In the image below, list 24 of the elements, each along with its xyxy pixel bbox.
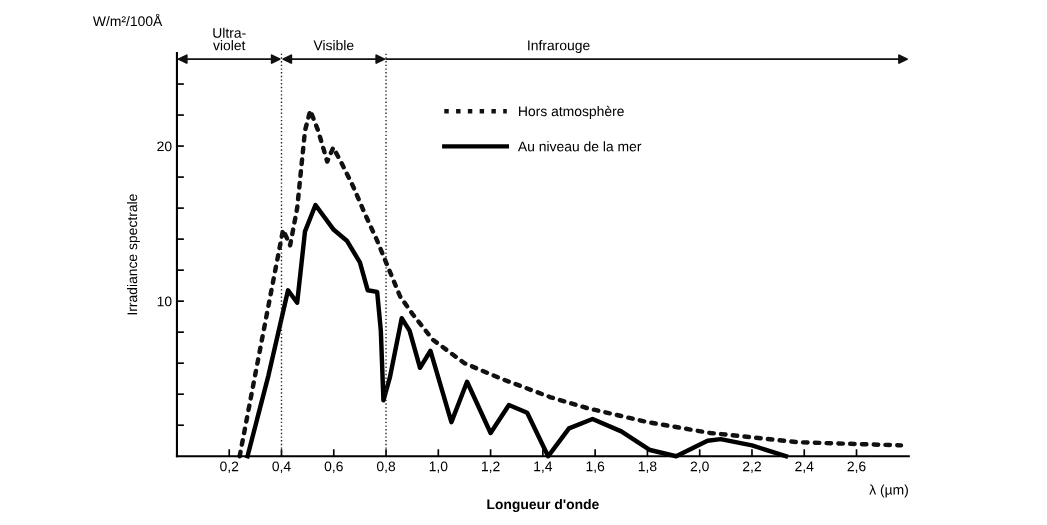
text: λ (µm) [869, 484, 908, 498]
legend-label: Au niveau de la mer [517, 141, 642, 152]
x-tick-label: 0,2 [220, 461, 239, 473]
text: Visible [313, 40, 354, 51]
legend-label: Hors atmosphère [519, 105, 624, 119]
x-tick-label: 2,4 [795, 461, 814, 473]
x-tick-label: 1,0 [429, 461, 448, 473]
x-tick-label: 0,6 [324, 461, 343, 473]
x-axis-title: Longueur d'onde [487, 499, 599, 513]
y-tick-label: 20 [157, 141, 172, 152]
x-tick-label: 0,8 [376, 461, 396, 473]
y-tick-label: 10 [157, 296, 172, 307]
x-tick-label: 1,6 [586, 461, 605, 473]
x-tick-label: 0,4 [272, 461, 291, 473]
x-tick-label: 2,0 [690, 461, 709, 473]
x-tick-label: 2,6 [847, 461, 866, 473]
x-tick-label: 1,8 [638, 461, 657, 473]
text: W/m²/100Å [92, 13, 163, 27]
text: Ultra- violet [213, 27, 246, 51]
y-axis-title: Irradiance spectrale [127, 194, 140, 315]
x-tick-label: 2,2 [743, 461, 761, 473]
x-tick-label: 1,4 [534, 461, 553, 473]
annotation: Infrarouge [528, 40, 590, 54]
x-tick-label: 1,2 [482, 461, 500, 473]
